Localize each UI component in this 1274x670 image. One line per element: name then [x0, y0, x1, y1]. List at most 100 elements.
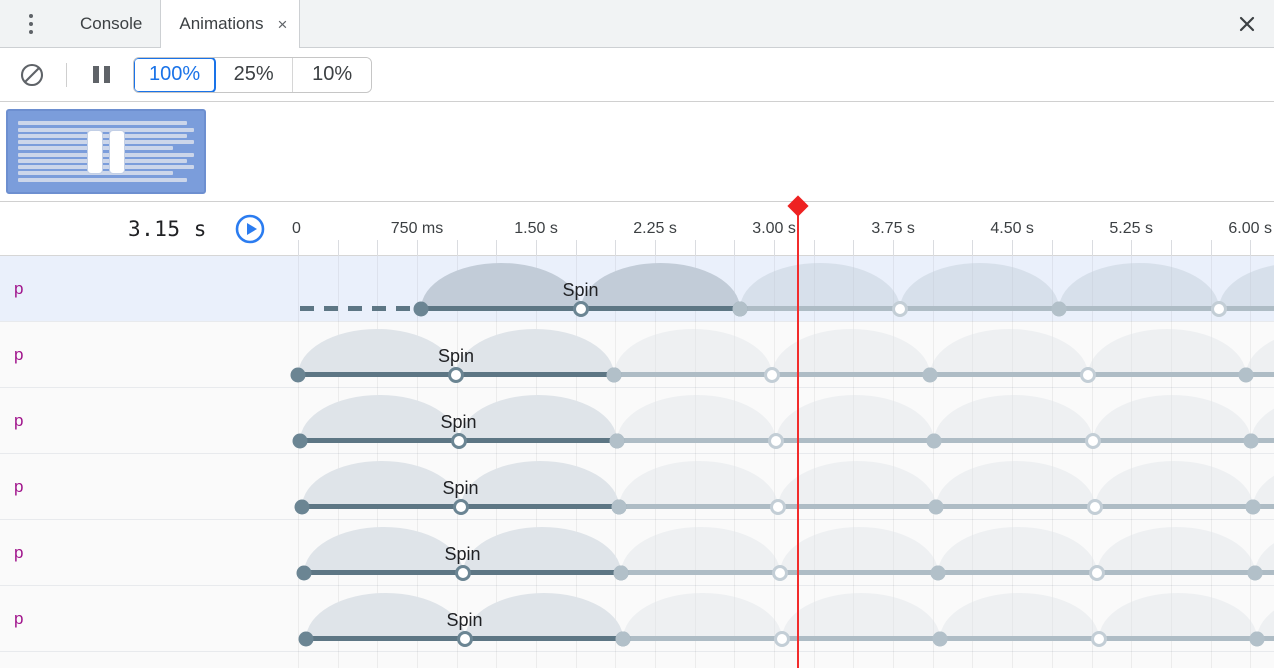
keyframe-marker[interactable]: [1210, 300, 1227, 317]
keyframe-marker[interactable]: [1080, 366, 1096, 383]
tick-label: 5.25 s: [1109, 220, 1153, 237]
animation-bar[interactable]: [1257, 636, 1274, 641]
animation-easing-curve: [300, 395, 459, 441]
animation-row[interactable]: p Spin: [0, 586, 1274, 652]
keyframe-marker[interactable]: [1051, 301, 1067, 316]
more-vertical-icon[interactable]: [0, 0, 62, 47]
tab-close-icon[interactable]: ×: [277, 14, 288, 34]
keyframe-marker[interactable]: [613, 565, 629, 580]
keyframe-marker[interactable]: [928, 499, 944, 514]
keyframe-marker[interactable]: [926, 433, 942, 448]
tick-mark: [615, 240, 617, 256]
tick-mark: [298, 240, 299, 256]
keyframe-marker[interactable]: [572, 300, 589, 317]
keyframe-marker[interactable]: [930, 565, 946, 580]
tick-mark: [575, 240, 577, 256]
keyframe-marker[interactable]: [450, 432, 467, 449]
keyframe-marker[interactable]: [290, 367, 306, 382]
tick-mark: [734, 240, 736, 256]
animation-easing-curve: [458, 395, 617, 441]
keyframe-marker[interactable]: [891, 300, 908, 317]
tick-mark: [655, 240, 657, 256]
keyframe-marker[interactable]: [456, 630, 473, 647]
keyframe-marker[interactable]: [296, 565, 312, 580]
keyframe-marker[interactable]: [452, 498, 469, 515]
tick-label: 1.50 s: [514, 220, 558, 237]
tick-mark: [536, 240, 538, 256]
tab-console[interactable]: Console: [62, 0, 160, 47]
keyframe-marker[interactable]: [1088, 564, 1105, 581]
keyframe-name-label: Spin: [440, 412, 477, 432]
keyframe-marker[interactable]: [1247, 565, 1263, 580]
animation-bar[interactable]: [1059, 306, 1274, 311]
animation-group-preview[interactable]: [6, 109, 206, 194]
keyframe-marker[interactable]: [764, 366, 780, 383]
animation-easing-curve: [298, 329, 456, 375]
keyframe-marker[interactable]: [454, 564, 471, 581]
tab-animations[interactable]: Animations ×: [160, 0, 301, 48]
animation-easing-curve: [456, 329, 614, 375]
timeline-header[interactable]: 3.15 s 0 750 ms 1.50 s 2.25 s 3.00 s 3.75 s 4.…: [0, 202, 1274, 256]
keyframe-marker[interactable]: [298, 631, 314, 646]
playback-rate-25[interactable]: 25%: [215, 57, 294, 92]
animation-row[interactable]: p Spin: [0, 388, 1274, 454]
keyframe-marker[interactable]: [769, 498, 786, 515]
tab-animations-label: Animations: [179, 14, 264, 33]
keyframe-marker[interactable]: [609, 433, 625, 448]
keyframe-marker[interactable]: [1243, 433, 1259, 448]
keyframe-marker[interactable]: [448, 366, 464, 383]
keyframe-marker[interactable]: [932, 631, 948, 646]
keyframe-marker[interactable]: [1238, 367, 1254, 382]
animation-bar[interactable]: [1255, 570, 1274, 575]
tick-mark: [1131, 240, 1133, 256]
animation-bar[interactable]: [1251, 438, 1274, 443]
pause-icon[interactable]: [81, 55, 121, 95]
keyframe-marker[interactable]: [771, 564, 788, 581]
preview-line: [18, 165, 194, 170]
keyframe-marker[interactable]: [1249, 631, 1265, 646]
animation-row[interactable]: p Spin: [0, 520, 1274, 586]
playback-rate-10[interactable]: 10%: [293, 57, 372, 92]
close-icon[interactable]: [1230, 7, 1264, 41]
animation-track[interactable]: Spin: [0, 322, 1274, 387]
animation-row[interactable]: p Spin: [0, 322, 1274, 388]
animation-easing-curve: [899, 263, 1059, 309]
tick-label: 3.00 s: [752, 220, 796, 237]
keyframe-marker[interactable]: [611, 499, 627, 514]
keyframe-marker[interactable]: [1245, 499, 1261, 514]
clear-all-icon[interactable]: [12, 55, 52, 95]
play-circle-icon[interactable]: [234, 213, 266, 245]
animation-row[interactable]: p Spin: [0, 256, 1274, 322]
animation-track[interactable]: Spin: [0, 586, 1274, 651]
tick-mark: [1250, 240, 1252, 256]
animation-row-label: p: [14, 344, 24, 364]
keyframe-marker[interactable]: [1084, 432, 1101, 449]
keyframe-marker[interactable]: [615, 631, 631, 646]
animation-easing-curve: [781, 593, 940, 639]
keyframe-marker[interactable]: [413, 301, 429, 316]
keyframe-marker[interactable]: [292, 433, 308, 448]
tick-label: 4.50 s: [990, 220, 1034, 237]
keyframe-marker[interactable]: [1086, 498, 1103, 515]
keyframe-marker[interactable]: [773, 630, 790, 647]
animation-track[interactable]: Spin: [0, 454, 1274, 519]
keyframe-marker[interactable]: [294, 499, 310, 514]
keyframe-marker[interactable]: [922, 367, 938, 382]
animation-row[interactable]: p Spin: [0, 454, 1274, 520]
keyframe-marker[interactable]: [606, 367, 622, 382]
keyframe-marker[interactable]: [732, 301, 748, 316]
tab-bar: Console Animations ×: [0, 0, 1274, 48]
animation-track[interactable]: Spin: [0, 520, 1274, 585]
keyframe-name-label: Spin: [446, 610, 483, 630]
animation-track[interactable]: Spin: [0, 256, 1274, 321]
tick-label: 3.75 s: [871, 220, 915, 237]
playback-rate-group: 100% 25% 10%: [133, 56, 373, 93]
keyframe-marker[interactable]: [767, 432, 784, 449]
playback-rate-100[interactable]: 100%: [134, 57, 217, 92]
animation-track[interactable]: Spin: [0, 388, 1274, 453]
animation-bar[interactable]: [1246, 372, 1274, 377]
pause-bars: [92, 66, 110, 83]
keyframe-marker[interactable]: [1090, 630, 1107, 647]
animation-bar[interactable]: [1253, 504, 1274, 509]
